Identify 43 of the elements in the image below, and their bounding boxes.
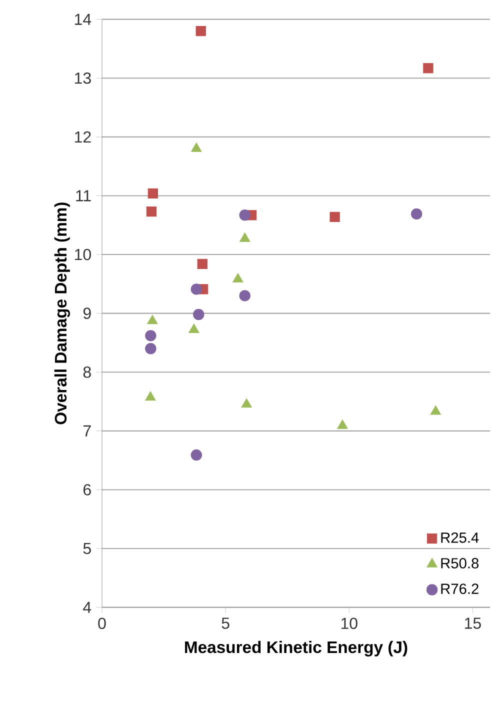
point: [423, 63, 434, 74]
x-axis-title: Measured Kinetic Energy (J): [185, 640, 408, 656]
y-tick-label: 4: [83, 602, 92, 613]
point: [330, 212, 340, 222]
point: [145, 330, 156, 342]
point: [239, 232, 250, 242]
point: [197, 258, 208, 270]
y-tick-label: 11: [76, 190, 91, 202]
y-tick-label: 6: [84, 484, 91, 496]
point: [239, 290, 250, 302]
y-axis-title: Overall Damage Depth (mm): [54, 202, 70, 424]
legend-label: R50.8: [441, 558, 479, 568]
y-tick-label: 10: [75, 248, 91, 260]
point: [193, 308, 204, 320]
point: [145, 343, 156, 354]
y-tick-label: 13: [75, 72, 91, 84]
x-tick-label: 15: [465, 618, 481, 629]
y-tick-label: 14: [75, 14, 92, 25]
y-tick-label: 12: [75, 131, 91, 143]
point: [190, 284, 202, 295]
point: [145, 391, 156, 401]
point: [241, 398, 252, 408]
y-tick-label: 5: [83, 542, 91, 554]
point: [148, 188, 158, 198]
legend-label: R25.4: [441, 532, 479, 543]
point: [239, 210, 250, 221]
point: [410, 208, 422, 220]
point: [337, 419, 348, 429]
x-tick-label: 10: [341, 618, 358, 630]
legend-label: R76.2: [441, 584, 478, 594]
point: [232, 273, 244, 282]
point: [146, 206, 156, 217]
point: [430, 405, 441, 415]
point: [196, 26, 206, 36]
point: [188, 324, 200, 333]
point: [191, 142, 202, 152]
y-tick-label: 8: [83, 366, 91, 378]
x-tick-label: 0: [98, 618, 106, 630]
y-tick-label: 7: [84, 425, 91, 436]
point: [190, 449, 202, 461]
x-tick-label: 5: [222, 618, 230, 629]
y-tick-label: 9: [83, 308, 91, 319]
point: [147, 314, 158, 324]
